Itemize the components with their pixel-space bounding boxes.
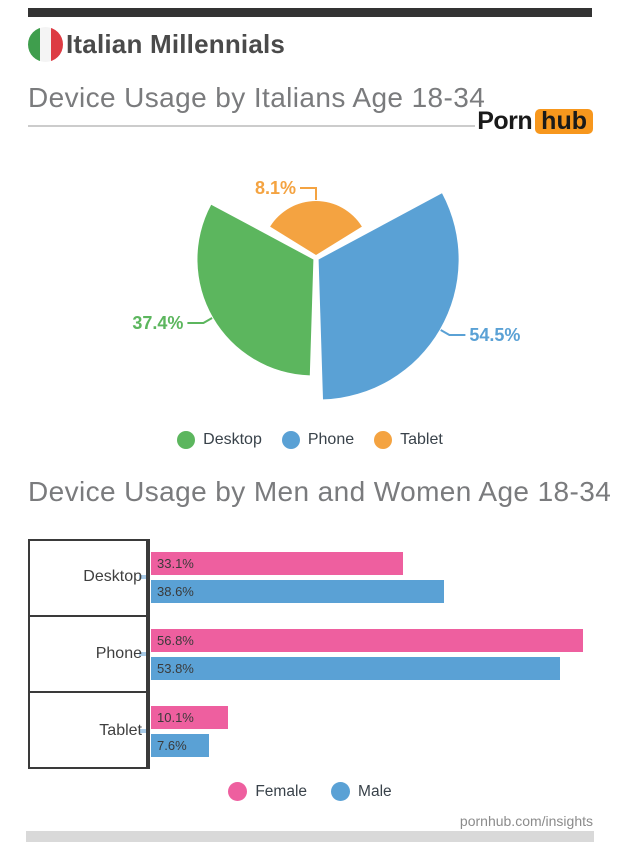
logo-porn-text: Porn [477,107,533,135]
pie-slice-tablet [270,201,362,255]
device-usage-pie-chart: 54.5% 37.4% 8.1% [132,178,520,400]
bar-legend-label: Female [255,782,308,800]
italy-flag-icon [28,27,63,62]
pie-value-desktop: 37.4% [132,313,183,333]
logo-hub-badge: hub [535,109,593,134]
pie-callout-tablet [300,187,317,200]
phone-legend-dot [281,431,300,449]
footer-link[interactable]: pornhub.com/insights [459,813,593,829]
pie-callout-phone [440,329,466,336]
bar-legend-label: Male [358,782,392,800]
bar-legend: Female Male [0,782,620,801]
bar-male-phone: 53.8% [151,657,560,680]
bar-female-desktop: 33.1% [151,552,403,575]
pie-value-tablet: 8.1% [255,178,296,198]
pie-legend-label: Phone [307,431,355,448]
pie-legend: Desktop Phone Tablet [0,431,620,449]
desktop-legend-dot [177,431,196,449]
category-separator [28,615,146,617]
pie-slice-desktop [197,204,314,376]
bar-male-tablet: 7.6% [151,734,209,757]
pie-legend-label: Tablet [400,431,443,448]
tablet-legend-dot [374,431,393,449]
title-divider [28,125,475,127]
category-label-desktop: Desktop [83,568,142,585]
pie-legend-item-desktop: Desktop [177,431,262,449]
pie-callout-desktop [187,317,213,324]
bar-value-label: 7.6% [157,738,187,753]
bar-legend-item-male: Male [331,782,392,801]
flag-stripe-white [39,27,52,62]
bar-male-desktop: 38.6% [151,580,445,603]
footer-accent-bar [26,831,594,842]
bar-legend-item-female: Female [228,782,307,801]
axis-tick [139,575,146,579]
category-label-phone: Phone [95,645,142,662]
y-axis-line [146,539,150,769]
bar-female-phone: 56.8% [151,629,583,652]
pornhub-logo[interactable]: Porn hub [477,107,593,136]
axis-tick [139,729,146,733]
top-accent-bar [28,8,592,17]
category-separator [28,691,146,693]
pie-slice-phone [318,193,459,400]
pie-value-phone: 54.5% [469,325,520,345]
female-legend-dot [228,782,248,801]
category-axis-box [28,539,146,769]
bar-chart-title: Device Usage by Men and Women Age 18-34 [28,476,612,507]
pie-legend-item-tablet: Tablet [374,431,443,449]
pie-legend-label: Desktop [203,431,262,448]
male-legend-dot [331,782,351,801]
bar-female-tablet: 10.1% [151,706,228,729]
flag-stripe-red [51,27,63,62]
header-title: Italian Millennials [66,29,286,59]
bar-value-label: 10.1% [157,710,194,725]
bar-value-label: 53.8% [157,661,194,676]
bar-value-label: 38.6% [157,584,194,599]
bar-value-label: 33.1% [157,556,194,571]
pie-chart-title: Device Usage by Italians Age 18-34 [28,82,486,113]
axis-tick [139,652,146,656]
flag-stripe-green [28,27,40,62]
pie-legend-item-phone: Phone [281,431,355,449]
bar-value-label: 56.8% [157,633,194,648]
category-label-tablet: Tablet [99,722,142,739]
